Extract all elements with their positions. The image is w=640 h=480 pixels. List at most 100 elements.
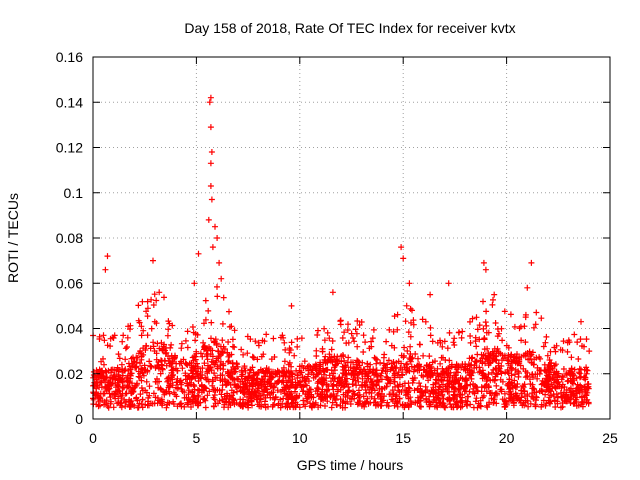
data-point: [539, 377, 546, 384]
data-point: [571, 390, 578, 397]
data-point: [119, 366, 126, 372]
data-point: [298, 384, 305, 391]
data-point: [578, 366, 584, 373]
data-point: [133, 359, 140, 366]
data-point: [324, 329, 331, 336]
data-point: [384, 380, 391, 387]
data-point: [529, 385, 536, 392]
data-point: [509, 384, 516, 391]
data-point: [259, 376, 266, 383]
data-point: [144, 367, 151, 374]
data-point: [300, 401, 307, 408]
data-point: [165, 326, 172, 333]
data-point: [133, 381, 140, 388]
y-tick-label: 0.1: [64, 185, 84, 201]
data-point: [513, 395, 520, 402]
data-point: [255, 385, 262, 392]
data-point: [473, 364, 480, 371]
data-point: [202, 384, 209, 391]
data-point: [204, 356, 211, 363]
data-point: [179, 365, 186, 372]
data-point: [373, 367, 380, 374]
data-point: [207, 183, 214, 189]
data-point: [142, 347, 149, 353]
data-point: [238, 367, 245, 374]
data-point: [459, 403, 466, 410]
data-point: [446, 329, 453, 336]
data-point: [166, 382, 173, 389]
data-point: [438, 354, 445, 361]
data-point: [455, 329, 462, 336]
data-point: [232, 365, 239, 372]
data-point: [150, 257, 156, 264]
data-point: [564, 348, 571, 355]
x-tick-label: 10: [292, 430, 308, 446]
data-point: [363, 389, 370, 396]
data-point: [202, 297, 209, 304]
data-point: [100, 332, 107, 339]
data-point: [491, 350, 498, 357]
data-point: [442, 357, 449, 363]
data-point: [324, 366, 331, 373]
data-point: [294, 335, 301, 342]
data-point: [319, 380, 325, 387]
data-point: [112, 391, 119, 398]
data-point: [403, 364, 410, 371]
data-point: [495, 362, 502, 369]
data-point: [583, 370, 590, 377]
data-point: [467, 339, 474, 346]
data-point: [474, 387, 480, 394]
data-point: [511, 323, 518, 330]
data-point: [245, 374, 252, 381]
data-point: [241, 381, 248, 388]
data-point: [481, 373, 488, 380]
data-point: [222, 378, 229, 384]
data-point: [382, 368, 389, 375]
data-point: [150, 390, 157, 397]
data-point: [437, 402, 444, 409]
data-point: [415, 355, 421, 362]
data-point: [119, 338, 126, 345]
data-point: [480, 392, 487, 399]
data-point: [228, 367, 235, 374]
data-point: [576, 370, 583, 377]
data-point: [339, 335, 346, 341]
data-point: [367, 399, 374, 406]
data-point: [467, 333, 474, 339]
data-point: [330, 381, 337, 388]
data-point: [315, 327, 321, 334]
data-point: [476, 402, 483, 409]
data-point: [551, 393, 557, 400]
data-point: [575, 356, 582, 362]
data-point: [187, 367, 194, 374]
data-point: [584, 381, 591, 388]
data-point: [169, 376, 176, 383]
data-point: [441, 338, 448, 345]
data-point: [560, 366, 567, 372]
data-point: [465, 393, 472, 400]
data-point: [406, 280, 413, 287]
data-point: [407, 305, 414, 312]
data-point: [159, 366, 166, 373]
data-point: [427, 324, 434, 331]
data-point: [533, 389, 540, 396]
data-point: [312, 401, 319, 408]
data-point: [198, 389, 205, 396]
data-point: [369, 335, 376, 342]
x-axis-label: GPS time / hours: [297, 457, 404, 473]
data-point: [352, 377, 359, 384]
data-point: [239, 403, 246, 410]
data-point: [329, 289, 336, 296]
data-point: [482, 319, 489, 326]
data-point: [337, 321, 344, 328]
data-point: [434, 371, 441, 377]
data-point: [558, 376, 565, 383]
data-point: [356, 322, 363, 328]
data-point: [315, 386, 322, 393]
data-point: [148, 296, 155, 303]
data-point: [317, 359, 324, 366]
data-point: [512, 384, 519, 390]
data-point: [384, 399, 391, 406]
data-point: [347, 401, 354, 407]
